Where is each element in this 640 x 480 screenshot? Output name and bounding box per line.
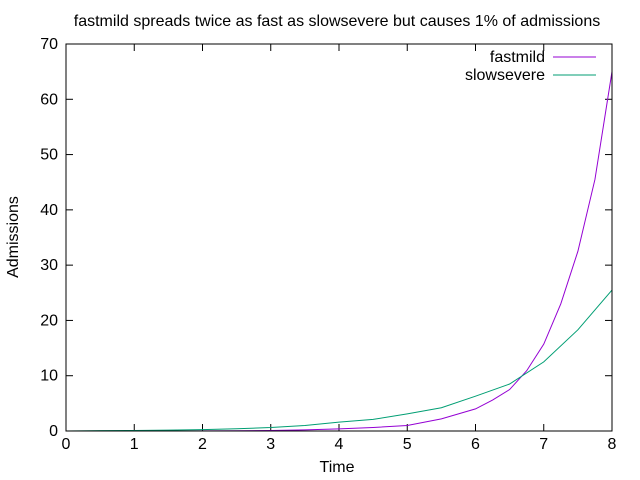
x-tick-label: 5 — [403, 436, 412, 453]
x-axis-label: Time — [320, 459, 355, 476]
y-axis-label: Admissions — [5, 196, 22, 278]
y-tick-label: 10 — [40, 368, 58, 385]
chart-title: fastmild spreads twice as fast as slowse… — [74, 13, 600, 30]
x-tick-label: 4 — [335, 436, 344, 453]
y-tick-label: 60 — [40, 91, 58, 108]
y-tick-label: 20 — [40, 312, 58, 329]
x-tick-label: 1 — [130, 436, 139, 453]
series-line-slowsevere — [65, 289, 613, 432]
series-line-fastmild — [66, 71, 613, 432]
y-tick-label: 0 — [49, 423, 58, 440]
y-tick-label: 50 — [40, 147, 58, 164]
plot-frame — [65, 43, 613, 432]
y-tick-label: 70 — [40, 36, 58, 53]
x-tick-label: 6 — [471, 436, 480, 453]
x-tick-label: 2 — [198, 436, 207, 453]
ticks-layer: 0 1 2 3 4 5 6 7 8 0 10 20 30 40 50 60 70 — [40, 36, 616, 453]
y-tick-label: 40 — [40, 202, 58, 219]
x-tick-label: 7 — [539, 436, 548, 453]
series-layer — [65, 71, 613, 432]
x-tick-label: 0 — [62, 436, 71, 453]
x-tick-label: 3 — [266, 436, 275, 453]
legend-label-fastmild: fastmild — [490, 49, 545, 66]
y-tick-label: 30 — [40, 257, 58, 274]
x-tick-label: 8 — [608, 436, 617, 453]
legend-label-slowsevere: slowsevere — [465, 67, 545, 84]
